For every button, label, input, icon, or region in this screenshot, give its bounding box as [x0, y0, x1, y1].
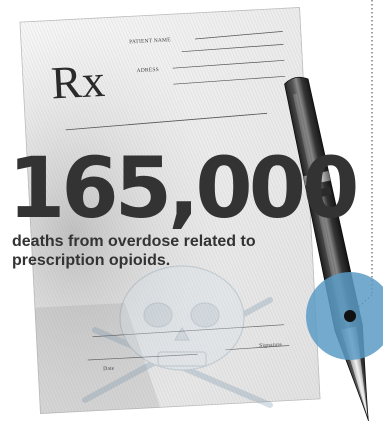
caption-line-2: prescription opioids.	[12, 252, 171, 269]
headline-number: 165,000	[8, 139, 359, 237]
location-marker-icon[interactable]	[306, 272, 383, 360]
prescription-paper: PATIENT NAME ADRESS Date Signature Rx	[19, 7, 321, 415]
signature-label: Signature	[259, 342, 283, 349]
address-label: ADRESS	[137, 67, 160, 74]
caption-line-1: deaths from overdose related to	[12, 233, 256, 250]
rx-symbol: Rx	[50, 55, 106, 109]
patient-name-label: PATIENT NAME	[129, 37, 171, 45]
skull-crossbones-watermark	[82, 265, 273, 408]
date-label: Date	[103, 366, 115, 373]
headline-caption: deaths from overdose related to prescrip…	[12, 232, 302, 270]
